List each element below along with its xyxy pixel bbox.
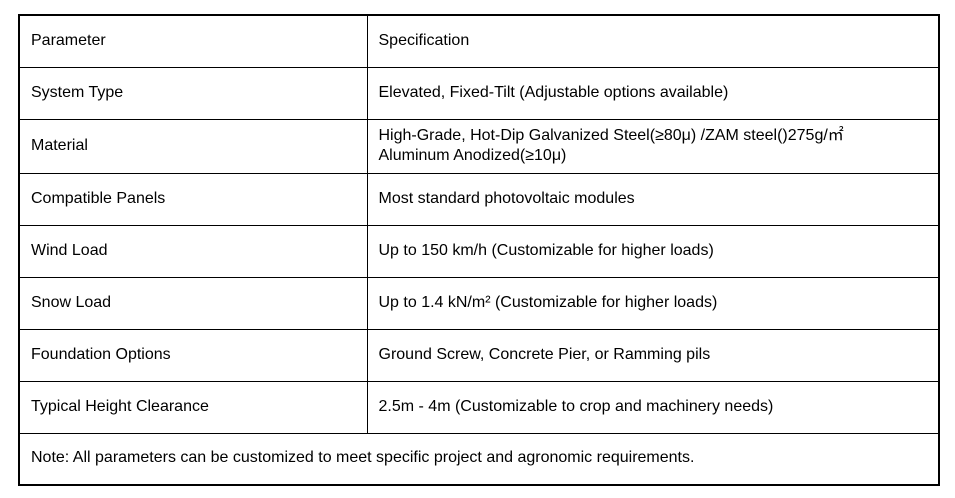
row-parameter: System Type: [18, 66, 368, 120]
row-specification: Ground Screw, Concrete Pier, or Ramming …: [366, 329, 940, 383]
row-specification: Elevated, Fixed-Tilt (Adjustable options…: [366, 66, 940, 120]
table-row: System Type Elevated, Fixed-Tilt (Adjust…: [18, 66, 940, 120]
row-specification: 2.5m - 4m (Customizable to crop and mach…: [366, 381, 940, 435]
row-parameter: Snow Load: [18, 277, 368, 331]
row-parameter: Foundation Options: [18, 329, 368, 383]
row-parameter: Compatible Panels: [18, 173, 368, 227]
row-parameter: Material: [18, 118, 368, 175]
row-specification: Up to 150 km/h (Customizable for higher …: [366, 225, 940, 279]
table-row: Typical Height Clearance 2.5m - 4m (Cust…: [18, 381, 940, 435]
row-specification: High-Grade, Hot-Dip Galvanized Steel(≥80…: [366, 118, 940, 175]
table-row: Snow Load Up to 1.4 kN/m² (Customizable …: [18, 277, 940, 331]
table-row: Foundation Options Ground Screw, Concret…: [18, 329, 940, 383]
note-text: Note: All parameters can be customized t…: [18, 433, 940, 486]
row-specification: Up to 1.4 kN/m² (Customizable for higher…: [366, 277, 940, 331]
row-parameter: Wind Load: [18, 225, 368, 279]
header-parameter: Parameter: [18, 14, 368, 68]
table-row: Material High-Grade, Hot-Dip Galvanized …: [18, 118, 940, 175]
header-specification: Specification: [366, 14, 940, 68]
table-header-row: Parameter Specification: [18, 14, 940, 68]
row-parameter: Typical Height Clearance: [18, 381, 368, 435]
row-specification: Most standard photovoltaic modules: [366, 173, 940, 227]
table-row: Compatible Panels Most standard photovol…: [18, 173, 940, 227]
table-row: Wind Load Up to 150 km/h (Customizable f…: [18, 225, 940, 279]
specification-table: Parameter Specification System Type Elev…: [18, 14, 940, 486]
table-note-row: Note: All parameters can be customized t…: [18, 433, 940, 486]
